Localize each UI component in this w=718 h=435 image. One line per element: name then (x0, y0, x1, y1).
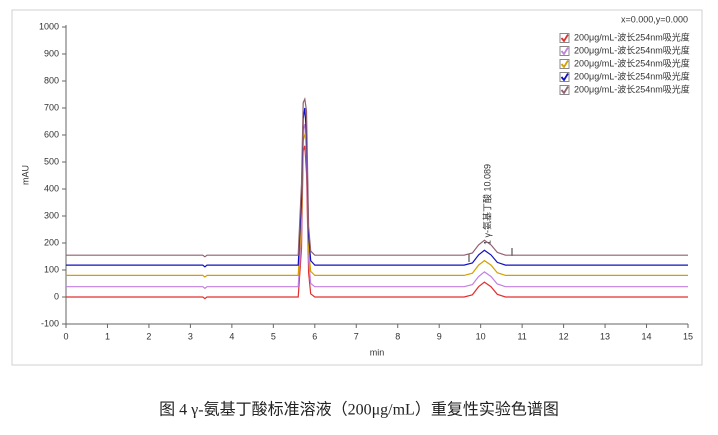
x-tick-label: 14 (642, 331, 652, 341)
x-tick-label: 15 (683, 331, 693, 341)
legend-label: 200μg/mL-波长254nm吸光度 (574, 57, 690, 68)
y-tick-label: 100 (44, 264, 59, 274)
chart-frame (11, 9, 703, 366)
y-tick-label: 500 (44, 156, 59, 166)
series-line (66, 107, 688, 268)
x-tick-label: 11 (517, 331, 526, 341)
peak-annotation: 1 γ-氨基丁酸 10.089 (481, 164, 492, 245)
x-tick-label: 3 (188, 331, 193, 341)
x-tick-label: 7 (354, 331, 359, 341)
legend-check (560, 86, 569, 95)
legend-check (560, 34, 569, 43)
y-tick-label: 1000 (39, 21, 59, 31)
series-line (66, 97, 688, 258)
y-tick-label: -100 (41, 318, 59, 328)
series-line (66, 124, 688, 290)
legend-checkbox[interactable] (559, 33, 570, 43)
x-tick-label: 12 (559, 331, 569, 341)
y-tick-label: 800 (44, 75, 59, 85)
series-line (66, 145, 688, 300)
legend-checkbox[interactable] (559, 59, 570, 69)
x-tick-label: 1 (105, 331, 110, 341)
y-tick-label: 0 (54, 291, 59, 301)
legend-checkbox[interactable] (559, 46, 570, 56)
legend-label: 200μg/mL-波长254nm吸光度 (574, 83, 690, 94)
cursor-readout: x=0.000,y=0.000 (621, 14, 688, 24)
y-tick-label: 400 (44, 183, 59, 193)
legend-label: 200μg/mL-波长254nm吸光度 (574, 31, 690, 42)
x-tick-label: 13 (600, 331, 610, 341)
x-tick-label: 10 (476, 331, 486, 341)
x-axis-label: min (370, 347, 385, 357)
series-line (66, 129, 688, 278)
x-tick-label: 5 (271, 331, 276, 341)
legend-check (560, 60, 569, 69)
x-tick-label: 8 (395, 331, 400, 341)
y-axis-label: mAU (20, 165, 30, 185)
y-tick-label: 600 (44, 129, 59, 139)
figure-caption: 图 4 γ-氨基丁酸标准溶液（200μg/mL）重复性实验色谱图 (159, 401, 559, 419)
y-tick-label: 200 (44, 237, 59, 247)
y-tick-label: 700 (44, 102, 59, 112)
x-tick-label: 9 (437, 331, 442, 341)
legend-check (560, 47, 569, 56)
legend-checkbox[interactable] (559, 72, 570, 82)
y-tick-label: 900 (44, 48, 59, 58)
x-tick-label: 4 (229, 331, 234, 341)
x-tick-label: 6 (312, 331, 317, 341)
x-tick-label: 0 (63, 331, 68, 341)
legend-label: 200μg/mL-波长254nm吸光度 (574, 44, 690, 55)
legend-label: 200μg/mL-波长254nm吸光度 (574, 70, 690, 81)
legend-checkbox[interactable] (559, 85, 570, 95)
legend-check (560, 73, 569, 82)
y-tick-label: 300 (44, 210, 59, 220)
x-tick-label: 2 (146, 331, 151, 341)
